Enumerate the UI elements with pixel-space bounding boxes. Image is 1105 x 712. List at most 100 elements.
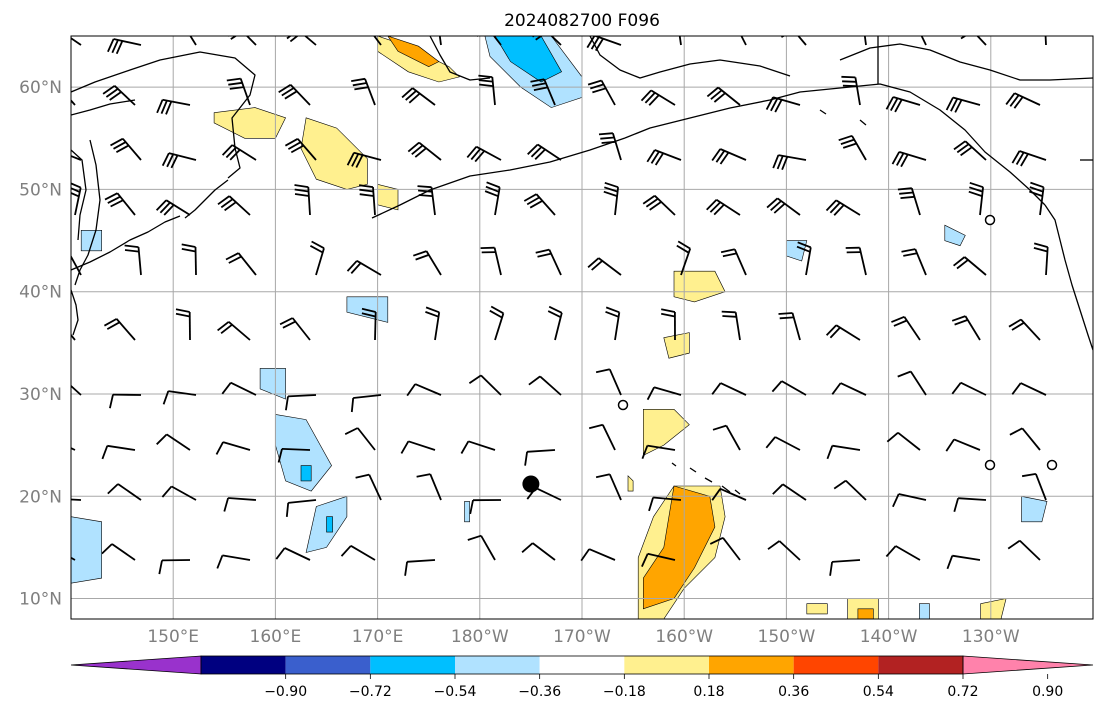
wind-barb — [413, 250, 442, 276]
anomaly-region — [806, 603, 828, 615]
colorbar-bin — [455, 656, 540, 674]
wind-barb — [845, 246, 867, 276]
wind-barb — [706, 86, 741, 106]
wind-barb — [646, 386, 682, 401]
wind-barb — [346, 151, 382, 168]
wind-barb — [361, 307, 377, 341]
wind-barb — [161, 152, 197, 169]
wind-barb — [676, 240, 692, 276]
latitude-labels: 10°N 20°N 30°N 40°N 50°N 60°N — [19, 78, 62, 609]
colorbar-tick-label: −0.54 — [434, 684, 477, 700]
colorbar-bin — [201, 656, 286, 674]
anomaly-region — [642, 408, 690, 456]
wind-barb — [425, 306, 441, 341]
wind-barb — [831, 382, 867, 396]
wind-barb — [1033, 242, 1049, 276]
anomaly-region — [980, 598, 1007, 619]
colorbar-bin — [793, 656, 879, 674]
wind-barb — [110, 137, 142, 161]
colorbar-bin — [878, 656, 963, 674]
wind-barb — [532, 36, 562, 46]
latitude-label: 10°N — [19, 590, 62, 610]
calm-wind-circle — [617, 399, 629, 411]
graticule — [71, 36, 1093, 619]
wind-barb — [765, 96, 801, 113]
wind-barb — [161, 485, 197, 501]
wind-barb — [951, 315, 981, 341]
wind-barb — [71, 498, 82, 501]
wind-barb — [711, 148, 747, 165]
wind-barb — [460, 440, 496, 454]
colorbar-tick-label: 0.72 — [947, 684, 978, 700]
longitude-labels: 150°E 160°E 170°E 180°W 170°W 160°W 150°W 140°W… — [147, 627, 1020, 647]
coastline — [71, 99, 136, 116]
wind-barb — [646, 149, 682, 166]
anomaly-region — [663, 332, 690, 359]
latitude-label: 50°N — [19, 180, 62, 200]
wind-barb — [158, 559, 191, 575]
wind-barb — [535, 248, 562, 276]
wind-barb — [605, 306, 621, 341]
wind-barb — [648, 496, 682, 512]
wind-barb — [825, 199, 861, 216]
calm-wind-circle — [1046, 459, 1058, 471]
wind-barb — [279, 317, 311, 341]
wind-barb — [720, 248, 747, 276]
longitude-label: 140°W — [860, 627, 918, 647]
wind-barb — [484, 181, 501, 216]
wind-barb — [661, 308, 676, 341]
wind-barb — [826, 444, 861, 460]
wind-barb — [156, 433, 191, 451]
wind-barb — [401, 87, 436, 106]
wind-barb — [771, 380, 807, 396]
wind-barb — [1021, 473, 1047, 501]
wind-barb — [642, 194, 676, 216]
coastline — [71, 215, 181, 271]
anomaly-region — [71, 516, 102, 584]
wind-barb — [1011, 382, 1047, 396]
anomaly-region — [944, 224, 966, 247]
longitude-label: 160°W — [655, 627, 713, 647]
wind-barb — [181, 243, 197, 276]
wind-barb — [71, 155, 82, 161]
wind-barb — [711, 382, 747, 396]
anomaly-region — [377, 183, 399, 211]
wind-barb — [102, 85, 136, 106]
wind-barb — [587, 79, 616, 106]
anomaly-region — [387, 36, 440, 68]
wind-barb — [891, 151, 927, 168]
wind-barb — [640, 89, 676, 106]
wind-barb — [766, 197, 801, 216]
wind-barb — [580, 548, 616, 562]
wind-barb — [588, 423, 616, 451]
wind-barb — [945, 96, 981, 113]
wind-barb — [71, 37, 82, 46]
anomaly-region — [326, 516, 333, 533]
wind-barb — [278, 84, 311, 106]
wind-barb — [480, 246, 502, 276]
coastline — [71, 289, 79, 336]
wind-barb — [357, 36, 382, 46]
wind-barb — [351, 77, 376, 106]
wind-barb — [107, 38, 142, 55]
map-frame — [70, 35, 1094, 620]
coastline — [624, 83, 1046, 206]
wind-barb — [489, 305, 505, 341]
colorbar-tick-label: −0.72 — [349, 684, 392, 700]
wind-barb — [283, 36, 317, 46]
coastline — [184, 179, 229, 219]
colorbar-low-extension — [70, 655, 202, 675]
colorbar-tick-label: −0.18 — [603, 684, 646, 700]
wind-barb — [162, 390, 197, 405]
wind-barb — [104, 192, 136, 216]
colorbar-bin — [539, 656, 625, 674]
coastline — [819, 109, 867, 126]
wind-barb — [103, 318, 136, 341]
calm-wind-circle — [984, 214, 996, 226]
wind-barb — [951, 381, 987, 396]
wind-barb — [780, 36, 807, 46]
wind-barb — [833, 479, 867, 501]
wind-barb — [156, 98, 191, 115]
colorbar-tick-label: 0.36 — [778, 684, 809, 700]
